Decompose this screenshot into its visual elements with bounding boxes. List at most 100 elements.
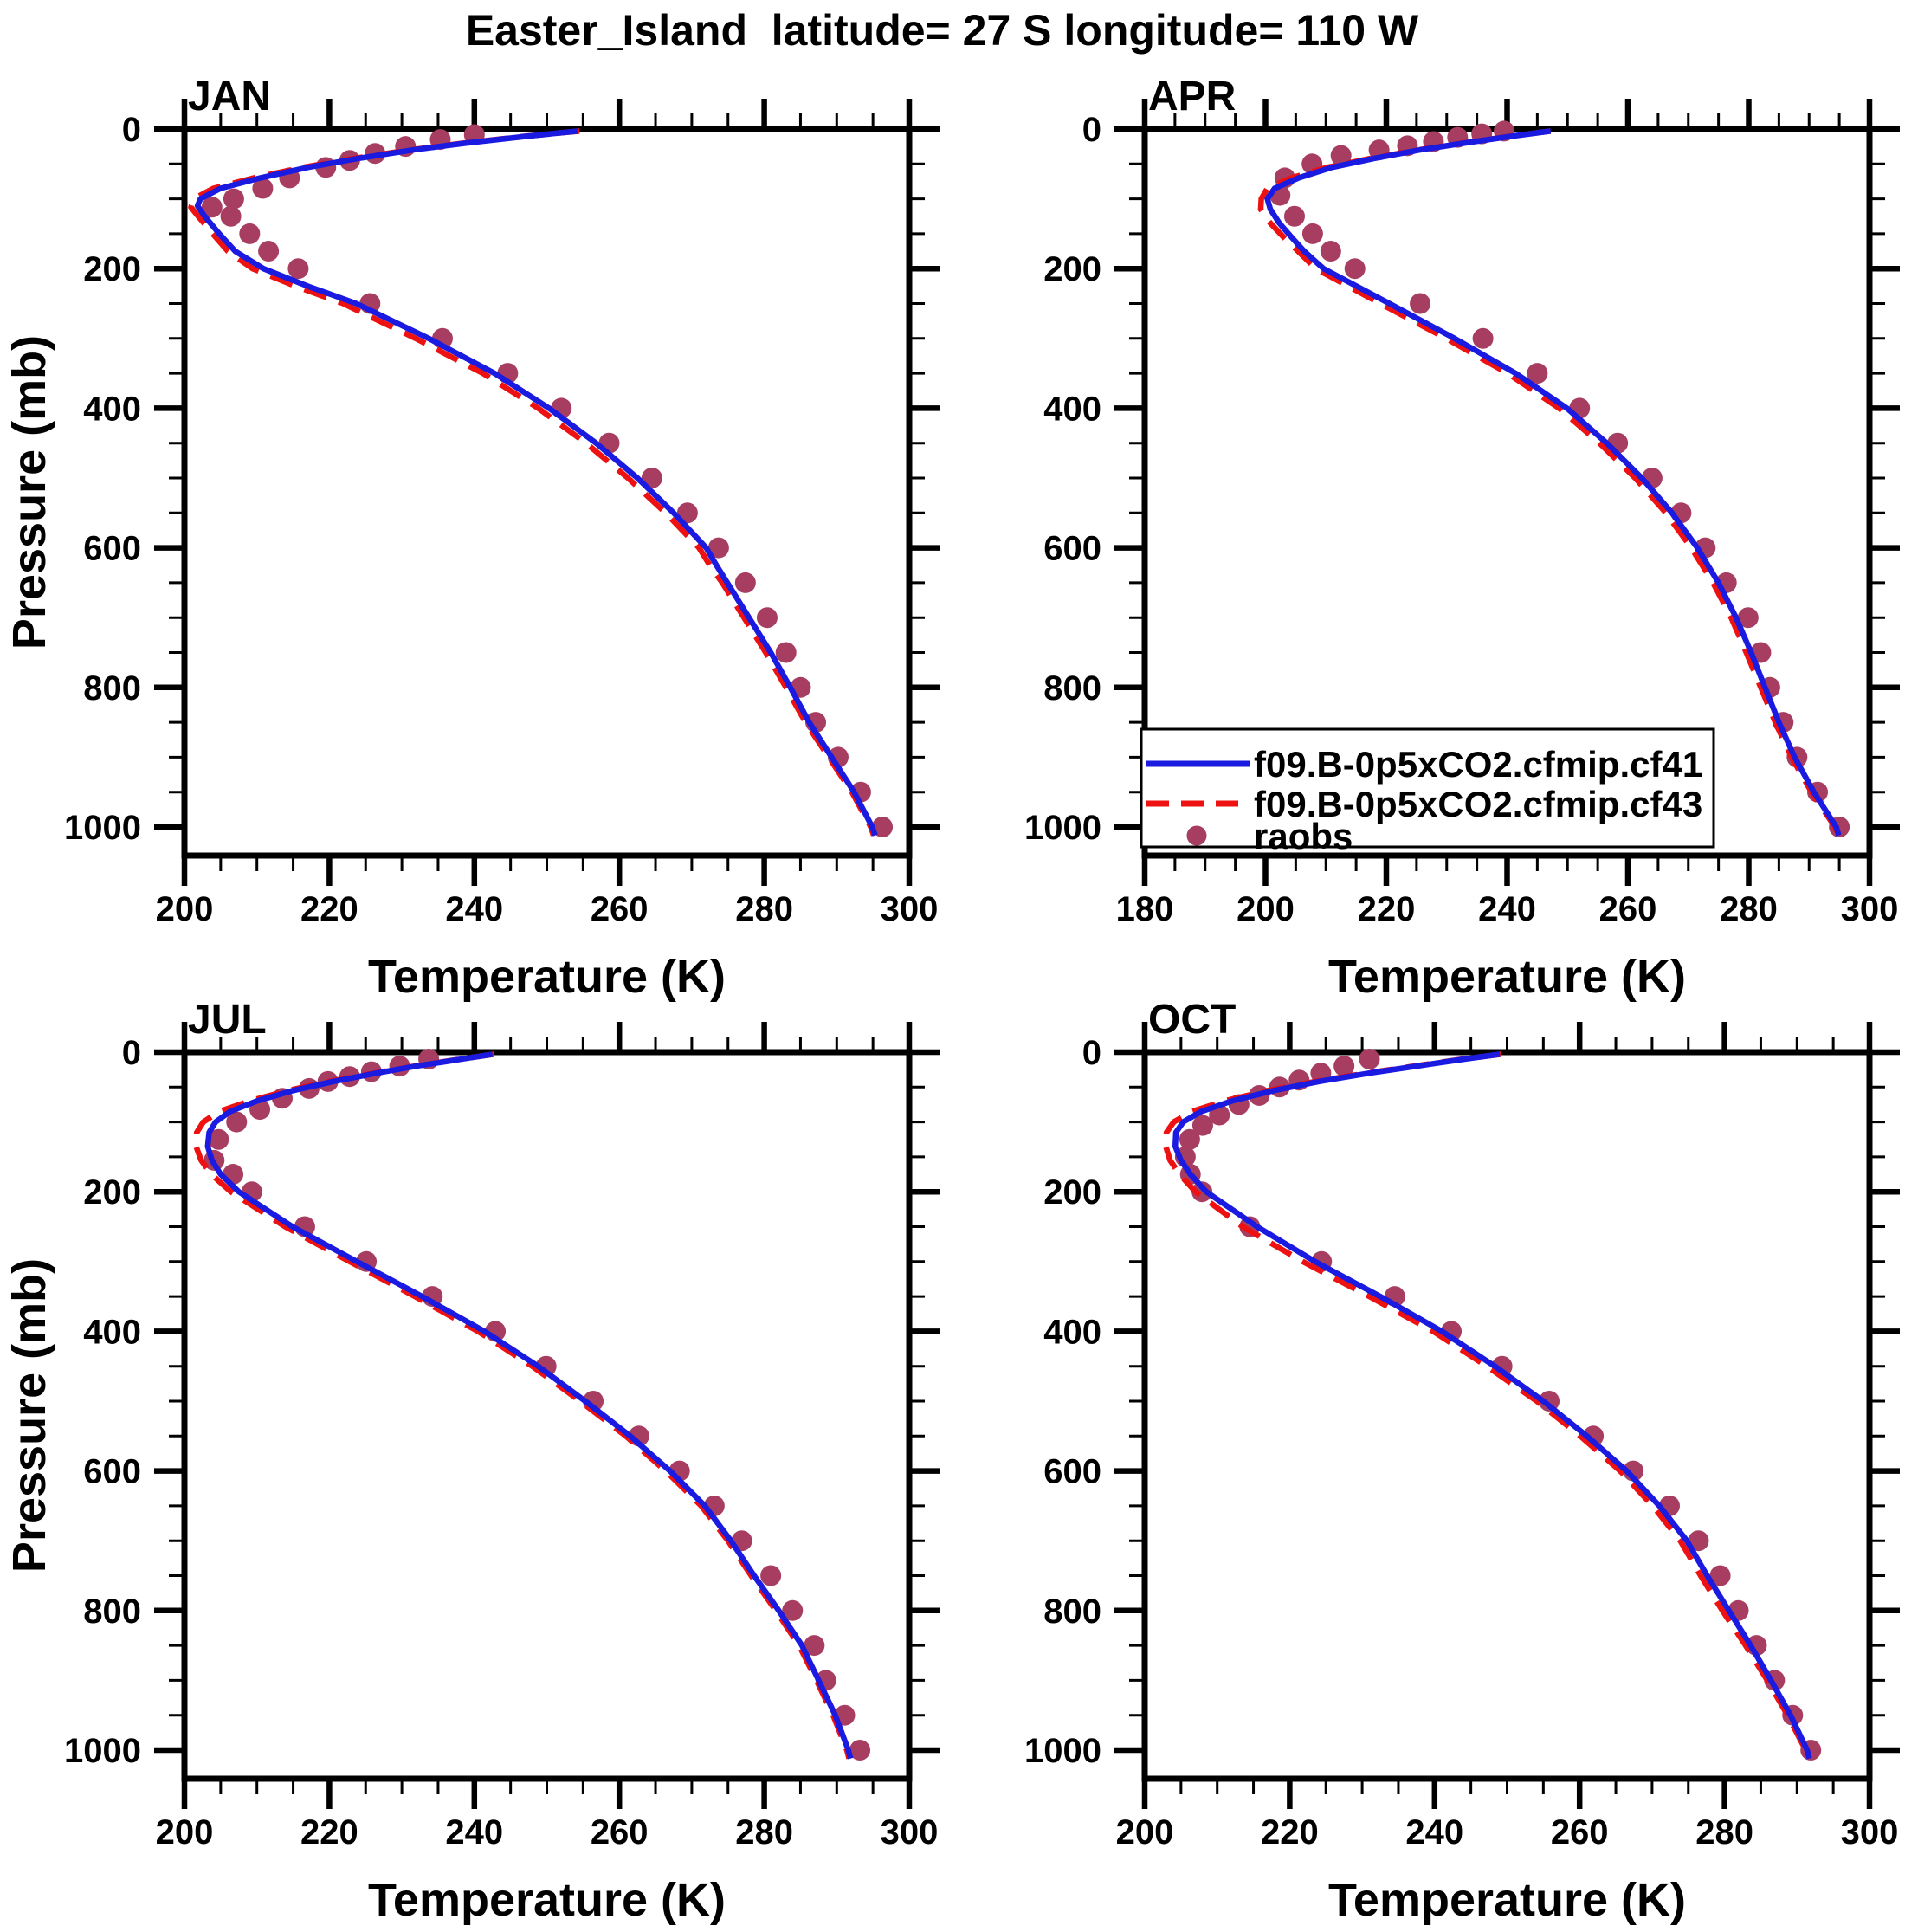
x-tick-label: 260	[1599, 890, 1657, 928]
legend-entry-label: f09.B-0p5xCO2.cfmip.cf41	[1254, 744, 1702, 785]
y-tick-label: 1000	[1024, 809, 1101, 847]
y-tick-label: 600	[1043, 530, 1101, 568]
raobs-dot	[220, 205, 242, 227]
cf41-solid-line	[204, 1051, 854, 1760]
raobs-dots	[201, 124, 894, 837]
x-tick-label: 260	[1551, 1813, 1609, 1851]
raobs-dot	[1301, 223, 1323, 244]
raobs-dot	[849, 1740, 871, 1761]
raobs-dot	[1191, 1115, 1213, 1136]
panel-jan: 200 220 240 260 280 300 0 200 400 600 800 1000 JAN Te…	[3, 74, 940, 1003]
x-tick-label: 260	[591, 890, 649, 928]
axis-ticks	[1114, 99, 1900, 886]
x-tick-label: 280	[735, 890, 793, 928]
y-tick-label: 0	[122, 1034, 141, 1072]
raobs-dot	[782, 1599, 804, 1621]
raobs-dot	[1320, 241, 1341, 262]
raobs-dot	[208, 1128, 229, 1150]
cf43-dashed-line	[188, 128, 877, 837]
raobs-dot	[760, 1565, 782, 1586]
raobs-dot	[707, 537, 729, 559]
x-tick-label: 300	[1841, 890, 1899, 928]
raobs-dot	[804, 1635, 825, 1657]
x-axis-title: Temperature (K)	[1328, 951, 1686, 1003]
y-tick-label: 0	[1082, 111, 1101, 149]
plot-box	[181, 1049, 913, 1782]
raobs-dot	[734, 572, 756, 593]
y-tick-label: 400	[1043, 390, 1101, 428]
y-tick-label: 800	[83, 1593, 141, 1631]
y-tick-label: 1000	[64, 1732, 141, 1770]
cf43-dashed-line	[193, 1051, 852, 1760]
y-tick-label: 800	[83, 669, 141, 708]
x-tick-label: 240	[1405, 1813, 1463, 1851]
x-tick-label: 280	[1720, 890, 1778, 928]
plot-box	[181, 126, 913, 859]
y-tick-label: 1000	[64, 809, 141, 847]
cf43-dashed-line	[1163, 1051, 1811, 1760]
raobs-dot	[1191, 1181, 1213, 1203]
x-tick-label: 200	[156, 1813, 214, 1851]
y-tick-label: 400	[83, 1313, 141, 1351]
raobs-dot	[201, 197, 223, 218]
raobs-dot	[1344, 258, 1366, 280]
raobs-dot	[756, 607, 778, 629]
y-tick-label: 200	[1043, 250, 1101, 288]
raobs-dot	[1539, 1391, 1560, 1412]
panel-jul: 200 220 240 260 280 300 0 200 400 600 800 1000 JUL Te…	[3, 997, 940, 1926]
x-tick-label: 240	[445, 1813, 503, 1851]
raobs-dot	[287, 258, 309, 280]
x-axis-title: Temperature (K)	[368, 951, 726, 1003]
x-tick-label: 240	[445, 890, 503, 928]
y-tick-label: 800	[1043, 669, 1101, 708]
legend-box	[1140, 727, 1715, 849]
x-tick-label: 240	[1478, 890, 1536, 928]
raobs-dot	[1179, 1128, 1200, 1150]
y-tick-label: 200	[1043, 1173, 1101, 1212]
panel-apr: 180 200 220 240 260 280 300 0 200 400 600 800 1000 AP…	[1024, 74, 1900, 1003]
x-tick-label: 180	[1116, 890, 1174, 928]
x-tick-label: 200	[1116, 1813, 1174, 1851]
cf41-solid-line	[1264, 128, 1842, 837]
raobs-dot	[258, 241, 280, 262]
raobs-dot	[1737, 607, 1759, 629]
raobs-dot	[1688, 1530, 1709, 1552]
raobs-dot	[252, 178, 274, 199]
legend-dot-sample	[1186, 825, 1207, 846]
raobs-dot	[775, 642, 797, 663]
panels-group: 200 220 240 260 280 300 0 200 400 600 800 1000 JAN Te…	[3, 74, 1900, 1926]
figure-title: Easter_Island latitude= 27 S longitude= …	[466, 6, 1419, 55]
legend: f09.B-0p5xCO2.cfmip.cf41f09.B-0p5xCO2.cf…	[1140, 727, 1715, 856]
x-tick-label: 220	[1261, 1813, 1319, 1851]
raobs-dot	[1410, 293, 1431, 314]
y-tick-label: 400	[1043, 1313, 1101, 1351]
y-tick-label: 200	[83, 1173, 141, 1212]
x-tick-label: 300	[1841, 1813, 1899, 1851]
panel-month-label: OCT	[1148, 997, 1236, 1043]
raobs-dot	[1709, 1565, 1731, 1586]
raobs-dot	[1330, 145, 1352, 166]
y-axis-title: Pressure (mb)	[3, 1258, 55, 1573]
raobs-dot	[1359, 1049, 1380, 1070]
raobs-dot	[239, 223, 261, 244]
x-tick-label: 200	[156, 890, 214, 928]
y-tick-label: 1000	[1024, 1732, 1101, 1770]
axis-ticks	[1114, 1022, 1900, 1809]
x-axis-title: Temperature (K)	[1328, 1874, 1686, 1926]
axis-ticks	[154, 1022, 940, 1809]
x-tick-label: 280	[1695, 1813, 1753, 1851]
panel-month-label: JUL	[188, 997, 267, 1043]
legend-entry-label: raobs	[1254, 816, 1353, 856]
panel-month-label: APR	[1148, 74, 1236, 120]
axis-ticks	[154, 99, 940, 886]
y-tick-label: 200	[83, 250, 141, 288]
y-tick-label: 800	[1043, 1593, 1101, 1631]
raobs-dot	[1472, 327, 1494, 349]
raobs-dot	[1334, 1056, 1355, 1077]
x-axis-title: Temperature (K)	[368, 1874, 726, 1926]
cf41-solid-line	[194, 128, 878, 837]
raobs-dots	[203, 1049, 871, 1761]
x-tick-label: 220	[1358, 890, 1416, 928]
panel-oct: 200 220 240 260 280 300 0 200 400 600 800 1000 OCT Te…	[1024, 997, 1900, 1926]
